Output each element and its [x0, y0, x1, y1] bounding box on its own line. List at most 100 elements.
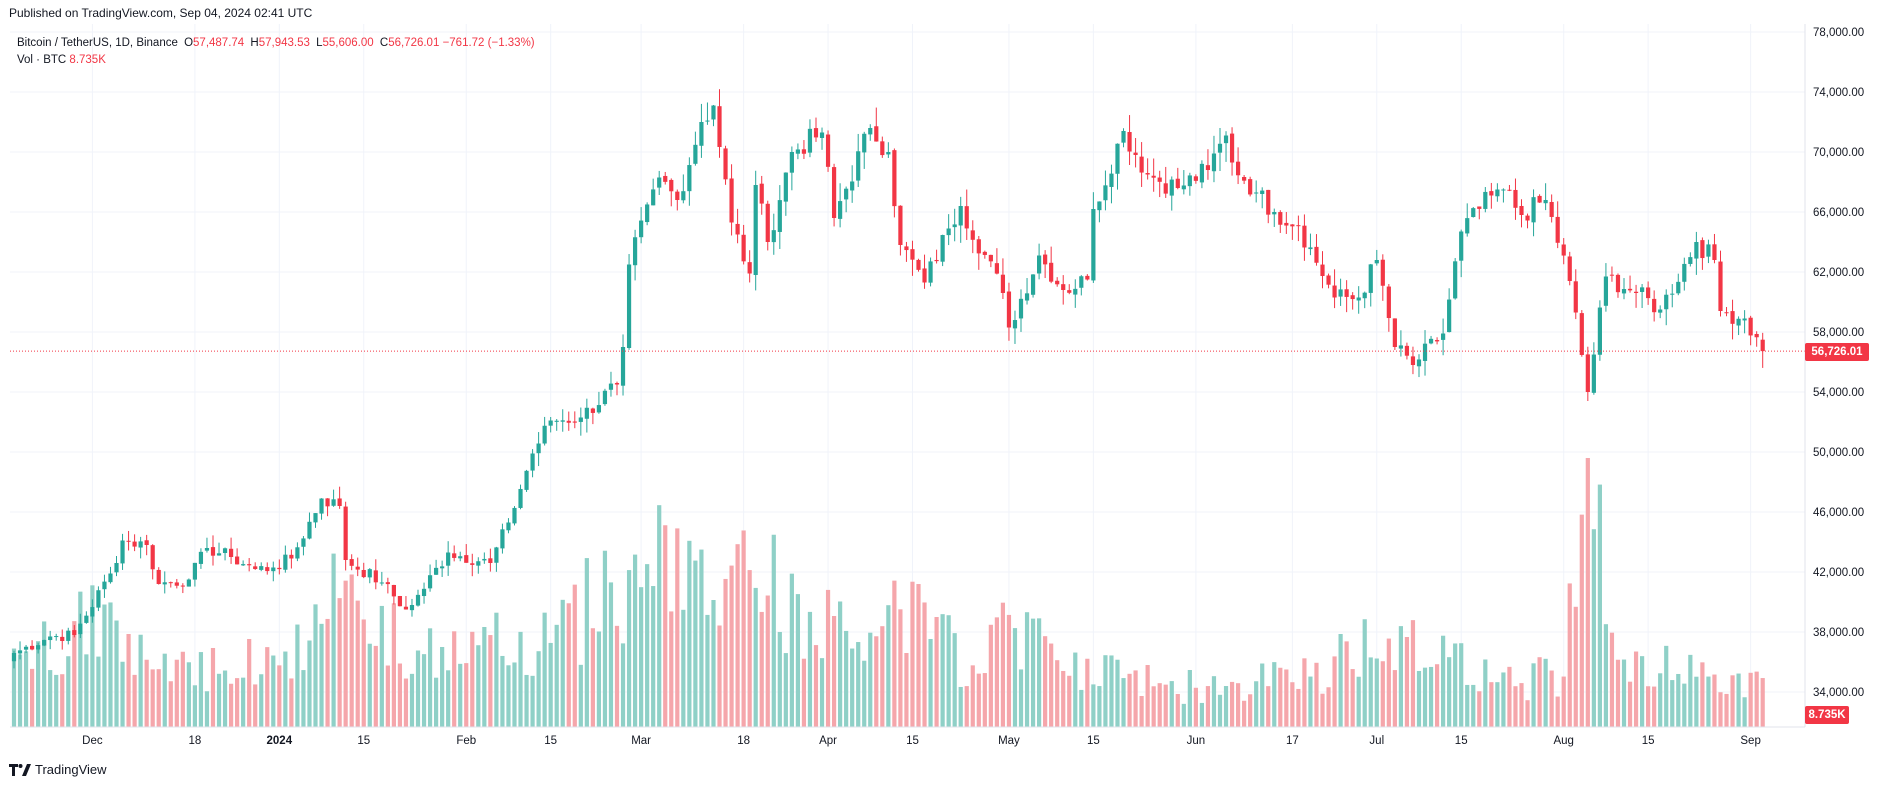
volume-bar: [36, 641, 41, 727]
candle-body: [1085, 275, 1090, 280]
volume-bar: [1615, 659, 1621, 727]
candle-body: [265, 567, 270, 572]
volume-bar: [1447, 657, 1452, 727]
candle-body: [391, 584, 396, 597]
candle-body: [1646, 287, 1651, 299]
candle-body: [1133, 152, 1138, 155]
legend-volume-value: 8.735K: [69, 54, 106, 66]
candle-body: [337, 498, 342, 506]
volume-bar: [361, 619, 366, 727]
volume-bar: [1139, 695, 1144, 727]
tradingview-logo[interactable]: TradingView: [9, 762, 107, 777]
candle-body: [198, 551, 204, 564]
volume-bar: [681, 609, 686, 727]
candle-body: [886, 152, 891, 155]
candle-body: [1229, 133, 1235, 163]
candle-body: [186, 579, 191, 587]
volume-bar: [1380, 661, 1385, 727]
candle-body: [343, 506, 348, 560]
legend-high: 57,943.53: [258, 37, 310, 49]
legend-open: 57,487.74: [193, 37, 245, 49]
volume-bar: [663, 525, 668, 727]
volume-bar: [946, 615, 951, 727]
volume-bar: [1434, 664, 1440, 727]
volume-bar: [349, 574, 354, 727]
volume-bar: [464, 663, 469, 727]
candle-body: [36, 645, 41, 650]
volume-bar: [1573, 606, 1578, 727]
volume-bar: [283, 651, 288, 727]
volume-bar: [241, 677, 246, 727]
volume-bar: [735, 544, 740, 727]
volume-bar: [1501, 672, 1506, 727]
volume-bar: [1422, 667, 1428, 727]
candle-body: [964, 206, 969, 229]
x-tick-label: May: [998, 735, 1020, 747]
candle-body: [747, 262, 752, 274]
volume-bar: [96, 656, 101, 727]
volume-bar: [222, 670, 228, 727]
chart-grid: [10, 24, 1805, 727]
volume-bar: [639, 587, 644, 727]
legend-open-label: O: [184, 37, 194, 49]
volume-bar: [1664, 645, 1669, 727]
candle-body: [771, 230, 776, 243]
candle-body: [494, 547, 499, 563]
candle-body: [590, 408, 595, 413]
candle-body: [1428, 338, 1434, 344]
candle-body: [373, 570, 378, 583]
volume-bar: [265, 647, 270, 727]
volume-bar: [1217, 694, 1223, 727]
candle-body: [880, 141, 885, 156]
candle-body: [1362, 292, 1367, 299]
volume-bar: [572, 584, 577, 727]
x-tick-label: Jun: [1187, 735, 1206, 747]
volume-bar: [548, 642, 553, 727]
candle-body: [126, 540, 131, 542]
candle-body: [235, 556, 240, 565]
volume-bar: [1037, 618, 1042, 727]
candle-body: [572, 421, 577, 423]
candle-body: [1223, 135, 1229, 144]
x-tick-label: 15: [1642, 735, 1655, 747]
volume-bar: [988, 624, 993, 727]
volume-bar: [1030, 618, 1036, 727]
volume-bar: [1308, 676, 1313, 727]
candle-body: [1169, 179, 1174, 196]
x-tick-label: 15: [544, 735, 557, 747]
candle-body: [1157, 177, 1162, 182]
volume-bar: [1157, 683, 1162, 727]
candle-body: [1627, 288, 1633, 291]
candle-body: [1109, 173, 1114, 187]
legend: Bitcoin / TetherUS, 1D, Binance O57,487.…: [17, 35, 535, 69]
volume-bar: [1356, 676, 1361, 727]
x-tick-label: Dec: [82, 735, 103, 747]
volume-bar: [940, 614, 945, 727]
candle-body: [222, 548, 228, 553]
volume-bar: [958, 686, 963, 727]
candle-body: [409, 605, 415, 611]
volume-bar: [705, 614, 710, 727]
volume-bar: [1061, 670, 1066, 727]
candle-body: [741, 234, 746, 262]
volume-bar: [1627, 681, 1633, 727]
last-volume-badge: 8.735K: [1805, 706, 1849, 724]
volume-bar: [934, 617, 939, 727]
volume-bar: [1392, 670, 1397, 727]
candle-body: [247, 564, 252, 566]
volume-bar: [620, 643, 626, 727]
candle-body: [1694, 242, 1699, 259]
y-tick-label: 74,000.00: [1813, 87, 1864, 99]
volume-bar: [868, 632, 873, 727]
volume-bar: [367, 643, 372, 727]
volume-bar: [904, 653, 909, 727]
candle-body: [1242, 177, 1247, 181]
volume-bar: [1682, 683, 1687, 727]
volume-bar: [916, 584, 921, 727]
candle-body: [560, 420, 565, 422]
volume-bar: [1006, 614, 1012, 727]
volume-bar: [1507, 666, 1512, 727]
volume-bar: [1235, 683, 1241, 727]
candle-body: [1585, 354, 1590, 392]
